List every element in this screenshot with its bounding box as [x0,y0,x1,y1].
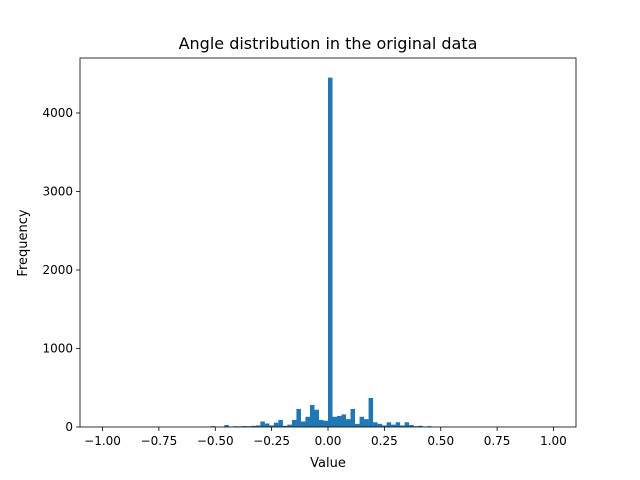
histogram-bar [242,426,247,427]
histogram-bar [341,414,347,427]
x-tick-label: −1.00 [84,434,121,448]
x-tick-label: 0.25 [371,434,398,448]
x-axis-ticks: −1.00 −0.75 −0.50 −0.25 0.00 0.25 0.50 0.75 1.00 [84,427,567,448]
histogram-bar [332,416,338,427]
histogram-bar [400,425,405,427]
histogram-bar [359,416,365,427]
x-tick-label: −0.50 [197,434,234,448]
histogram-bar [328,77,333,427]
histogram-bar [418,425,423,427]
histogram-bar [305,416,310,427]
histogram-bar [224,425,229,427]
histogram-bar [404,422,410,427]
histogram-bar [296,408,301,427]
histogram-bar [309,405,315,427]
x-axis-label: Value [310,456,346,471]
histogram-bar [278,419,283,427]
histogram-bar [269,425,274,427]
histogram-bar [323,420,328,427]
histogram-bar [373,422,378,427]
y-tick-label: 1000 [42,341,73,355]
histogram-bar [382,425,387,427]
histogram-bar [386,422,392,427]
histogram-bar [350,408,356,427]
y-tick-label: 2000 [42,263,73,277]
histogram-bar [264,423,270,427]
y-axis-label: Frequency [16,209,31,276]
histogram-bar [391,424,396,427]
histogram-bar [251,425,256,427]
histogram-bar [346,419,351,427]
y-axis-ticks: 0 1000 2000 3000 4000 [42,106,80,434]
histogram-bar [377,423,383,427]
histogram-bar [287,424,292,427]
y-tick-label: 4000 [42,106,73,120]
x-tick-label: 0.50 [427,434,454,448]
histogram-bar [260,421,265,427]
histogram-bar [364,419,369,427]
histogram-bar [273,422,279,427]
y-tick-label: 3000 [42,184,73,198]
histogram-bar [300,421,306,427]
histogram-bar [355,423,360,427]
chart-title: Angle distribution in the original data [179,34,478,53]
histogram-bar [337,416,342,427]
x-tick-label: −0.25 [253,434,290,448]
histogram-bar [395,422,401,427]
x-tick-label: 1.00 [540,434,567,448]
histogram-bar [318,419,324,427]
x-tick-label: −0.75 [141,434,178,448]
histogram-bar [314,409,319,427]
histogram-bar [282,425,288,427]
x-tick-label: 0.75 [484,434,511,448]
histogram-bar [255,425,261,427]
histogram-bar [409,425,414,427]
histogram-bar [291,419,297,427]
histogram-bar [368,397,374,427]
bars-group [210,77,432,427]
y-tick-label: 0 [65,420,73,434]
x-tick-label: 0.00 [315,434,342,448]
